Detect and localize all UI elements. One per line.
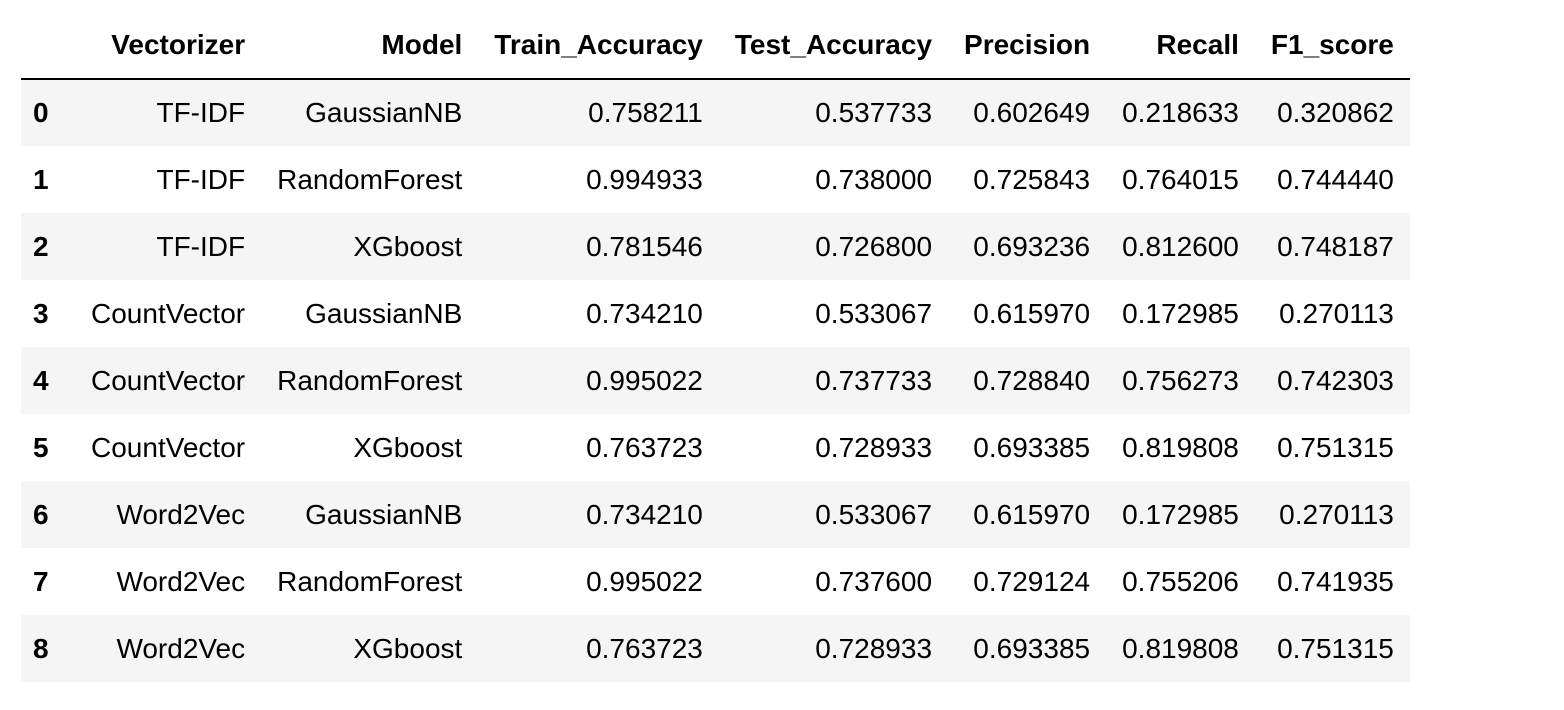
cell-vectorizer: CountVector: [91, 297, 246, 329]
header-row: Vectorizer Model Train_Accuracy Test_Acc…: [21, 12, 1410, 80]
cell-train-accuracy: 0.763723: [586, 632, 703, 664]
cell-precision: 0.693236: [973, 230, 1091, 262]
cell-precision: 0.615970: [973, 498, 1091, 530]
cell-recall: 0.172985: [1122, 297, 1239, 329]
cell-model: GaussianNB: [305, 97, 463, 128]
cell-index: 7: [33, 565, 49, 597]
cell-model: XGboost: [353, 230, 463, 262]
cell-model: RandomForest: [277, 364, 463, 396]
cell-index: 0: [33, 97, 49, 128]
column-header-recall: Recall: [1106, 12, 1255, 80]
table-row: 6 Word2Vec GaussianNB 0.734210 0.533067 0.615…: [21, 481, 1410, 548]
cell-model: GaussianNB: [305, 297, 463, 329]
cell-model: GaussianNB: [305, 498, 463, 530]
cell-index: 8: [33, 632, 49, 664]
column-header-train-accuracy: Train_Accuracy: [478, 12, 719, 80]
cell-train-accuracy: 0.994933: [586, 163, 703, 195]
cell-index: 3: [33, 297, 49, 329]
table-row: 1 TF-IDF RandomForest 0.994933 0.738000 0.725…: [21, 146, 1410, 213]
cell-vectorizer: CountVector: [91, 364, 246, 396]
cell-precision: 0.693385: [973, 632, 1091, 664]
cell-recall: 0.755206: [1122, 565, 1239, 597]
cell-recall: 0.819808: [1122, 431, 1239, 463]
cell-model: RandomForest: [277, 565, 463, 597]
cell-test-accuracy: 0.726800: [815, 230, 933, 262]
cell-index: 6: [33, 498, 49, 530]
cell-test-accuracy: 0.728933: [815, 431, 933, 463]
cell-recall: 0.172985: [1122, 498, 1239, 530]
table-row: 8 Word2Vec XGboost 0.763723 0.728933 0.693385…: [21, 615, 1410, 682]
cell-recall: 0.819808: [1122, 632, 1239, 664]
cell-vectorizer: TF-IDF: [156, 163, 246, 195]
cell-train-accuracy: 0.734210: [586, 297, 703, 329]
cell-precision: 0.725843: [973, 163, 1091, 195]
cell-train-accuracy: 0.763723: [586, 431, 703, 463]
dataframe-output: Vectorizer Model Train_Accuracy Test_Acc…: [21, 12, 1410, 682]
table-row: 0 TF-IDF GaussianNB 0.758211 0.537733 0.60264…: [21, 79, 1410, 146]
cell-f1-score: 0.741935: [1277, 565, 1394, 597]
column-header-f1-score: F1_score: [1254, 12, 1410, 80]
cell-f1-score: 0.320862: [1277, 97, 1394, 128]
cell-recall: 0.764015: [1122, 163, 1239, 195]
cell-precision: 0.602649: [973, 97, 1091, 128]
cell-test-accuracy: 0.737600: [815, 565, 933, 597]
cell-f1-score: 0.742303: [1277, 364, 1394, 396]
cell-f1-score: 0.744440: [1277, 163, 1394, 195]
cell-f1-score: 0.748187: [1277, 230, 1394, 262]
cell-vectorizer: TF-IDF: [156, 230, 246, 262]
cell-vectorizer: Word2Vec: [116, 565, 246, 597]
table-row: 3 CountVector GaussianNB 0.734210 0.533067 0.…: [21, 280, 1410, 347]
results-table: Vectorizer Model Train_Accuracy Test_Acc…: [21, 12, 1410, 682]
cell-precision: 0.693385: [973, 431, 1091, 463]
cell-test-accuracy: 0.728933: [815, 632, 933, 664]
cell-recall: 0.812600: [1122, 230, 1239, 262]
cell-train-accuracy: 0.758211: [588, 97, 703, 128]
cell-train-accuracy: 0.995022: [586, 364, 703, 396]
cell-precision: 0.729124: [973, 565, 1091, 597]
cell-vectorizer: TF-IDF: [156, 97, 246, 128]
cell-train-accuracy: 0.781546: [586, 230, 703, 262]
cell-model: XGboost: [353, 632, 463, 664]
table-row: 7 Word2Vec RandomForest 0.995022 0.737600 0.7…: [21, 548, 1410, 615]
cell-precision: 0.615970: [973, 297, 1091, 329]
cell-index: 5: [33, 431, 49, 463]
cell-index: 1: [33, 163, 49, 195]
cell-train-accuracy: 0.734210: [586, 498, 703, 530]
cell-test-accuracy: 0.533067: [815, 297, 933, 329]
table-row: 5 CountVector XGboost 0.763723 0.728933 0.693…: [21, 414, 1410, 481]
cell-test-accuracy: 0.737733: [815, 364, 933, 396]
index-header: [21, 12, 75, 80]
column-header-precision: Precision: [948, 12, 1107, 80]
cell-f1-score: 0.751315: [1277, 632, 1394, 664]
cell-vectorizer: Word2Vec: [116, 498, 246, 530]
column-header-vectorizer: Vectorizer: [75, 12, 262, 80]
column-header-test-accuracy: Test_Accuracy: [718, 12, 949, 80]
cell-test-accuracy: 0.738000: [815, 163, 933, 195]
cell-recall: 0.218633: [1122, 97, 1239, 128]
cell-f1-score: 0.270113: [1279, 498, 1394, 530]
column-header-model: Model: [261, 12, 479, 80]
table-row: 4 CountVector RandomForest 0.995022 0.737733…: [21, 347, 1410, 414]
cell-precision: 0.728840: [973, 364, 1091, 396]
cell-model: XGboost: [353, 431, 463, 463]
cell-test-accuracy: 0.533067: [815, 498, 933, 530]
table-body: 0 TF-IDF GaussianNB 0.758211 0.537733 0.60264…: [21, 79, 1410, 682]
cell-f1-score: 0.751315: [1277, 431, 1394, 463]
cell-vectorizer: Word2Vec: [116, 632, 246, 664]
cell-index: 4: [33, 364, 49, 396]
cell-test-accuracy: 0.537733: [815, 97, 933, 128]
table-row: 2 TF-IDF XGboost 0.781546 0.726800 0.693236 0.…: [21, 213, 1410, 280]
cell-train-accuracy: 0.995022: [586, 565, 703, 597]
cell-f1-score: 0.270113: [1279, 297, 1394, 329]
cell-vectorizer: CountVector: [91, 431, 246, 463]
cell-model: RandomForest: [277, 163, 463, 195]
cell-recall: 0.756273: [1122, 364, 1239, 396]
cell-index: 2: [33, 230, 49, 262]
